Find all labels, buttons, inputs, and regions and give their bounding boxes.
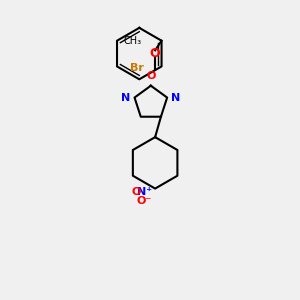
Text: Br: Br	[130, 63, 144, 73]
Text: N: N	[171, 93, 181, 103]
Text: O: O	[131, 187, 140, 197]
Text: CH₃: CH₃	[123, 36, 142, 46]
Text: O⁻: O⁻	[137, 196, 152, 206]
Text: N: N	[121, 93, 130, 103]
Text: O: O	[150, 47, 160, 60]
Text: N⁺: N⁺	[137, 187, 152, 197]
Text: O: O	[146, 71, 155, 81]
